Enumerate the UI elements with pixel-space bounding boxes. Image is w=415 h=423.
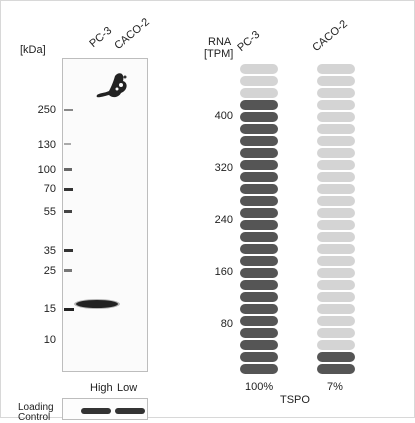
gene-label: TSPO <box>280 394 310 406</box>
rna-tick-80: 80 <box>220 318 233 330</box>
rna-pill <box>240 172 278 182</box>
rna-pill <box>317 268 355 278</box>
band-caco2-high-mw <box>96 73 127 98</box>
rna-pill <box>317 64 355 74</box>
ladder-tick-15 <box>64 308 74 311</box>
rna-pill <box>240 364 278 374</box>
rna-pill <box>240 112 278 122</box>
rna-pill <box>317 304 355 314</box>
rna-pill <box>317 352 355 362</box>
rna-pill <box>240 280 278 290</box>
rna-pill <box>317 160 355 170</box>
rna-unit: [TPM] <box>204 48 234 60</box>
rna-percent-caco2: 7% <box>327 381 343 393</box>
rna-percent-pc3: 100% <box>245 381 274 393</box>
marker-70: 70 <box>43 183 56 195</box>
rna-pill <box>317 244 355 254</box>
rna-pill <box>240 88 278 98</box>
rna-pill <box>317 88 355 98</box>
rna-pill <box>317 256 355 266</box>
rna-pill <box>317 220 355 230</box>
rna-pill <box>240 148 278 158</box>
marker-250: 250 <box>37 104 56 116</box>
high-label: High <box>90 382 113 394</box>
rna-pill <box>240 208 278 218</box>
ladder-tick-35 <box>64 249 73 252</box>
loading-band-caco2 <box>115 408 145 414</box>
marker-100: 100 <box>37 164 56 176</box>
rna-pill <box>240 340 278 350</box>
rna-pill <box>317 76 355 86</box>
rna-tick-240: 240 <box>214 214 233 226</box>
rna-pill <box>317 328 355 338</box>
rna-column-caco2 <box>317 64 355 376</box>
rna-pill <box>240 124 278 134</box>
ladder-tick-130 <box>64 143 71 145</box>
marker-130: 130 <box>37 139 56 151</box>
rna-pill <box>317 316 355 326</box>
rna-tick-320: 320 <box>214 162 233 174</box>
rna-tick-160: 160 <box>214 266 233 278</box>
kda-label: [kDa] <box>20 44 46 56</box>
rna-pill <box>240 184 278 194</box>
rna-tick-400: 400 <box>214 110 233 122</box>
rna-pill <box>240 160 278 170</box>
rna-pill <box>240 292 278 302</box>
rna-pill <box>240 232 278 242</box>
loading-control-label: Loading Control <box>18 402 54 423</box>
marker-15: 15 <box>43 303 56 315</box>
rna-pill <box>240 100 278 110</box>
band-pc3-15kda <box>76 300 118 308</box>
rna-pill <box>240 304 278 314</box>
rna-pill <box>317 292 355 302</box>
marker-35: 35 <box>43 245 56 257</box>
rna-pill <box>317 340 355 350</box>
ladder-tick-250 <box>64 109 73 111</box>
rna-pill <box>317 148 355 158</box>
rna-pill <box>317 232 355 242</box>
loading-band-pc3 <box>81 408 111 414</box>
rna-pill <box>317 136 355 146</box>
loading-control-blot <box>62 398 148 420</box>
rna-pill <box>240 136 278 146</box>
rna-pill <box>317 184 355 194</box>
western-blot-image <box>62 58 148 372</box>
rna-column-pc3 <box>240 64 278 376</box>
rna-title: RNA <box>208 36 232 48</box>
ladder-tick-70 <box>64 188 73 191</box>
marker-55: 55 <box>43 206 56 218</box>
rna-pill <box>317 124 355 134</box>
ladder-tick-100 <box>64 168 72 171</box>
low-label: Low <box>117 382 138 394</box>
marker-10: 10 <box>43 334 56 346</box>
rna-pill <box>317 364 355 374</box>
rna-pill <box>240 196 278 206</box>
rna-pill <box>240 76 278 86</box>
rna-pill <box>240 64 278 74</box>
rna-pill <box>317 100 355 110</box>
rna-pill <box>317 280 355 290</box>
rna-pill <box>240 352 278 362</box>
rna-pill <box>240 328 278 338</box>
rna-pill <box>240 268 278 278</box>
rna-pill <box>240 256 278 266</box>
ladder-tick-25 <box>64 269 72 272</box>
ladder-tick-55 <box>64 210 72 213</box>
rna-pill <box>317 112 355 122</box>
rna-pill <box>317 196 355 206</box>
rna-pill <box>240 244 278 254</box>
rna-pill <box>317 208 355 218</box>
blot-bands <box>64 73 127 311</box>
rna-pill <box>240 220 278 230</box>
rna-pill <box>317 172 355 182</box>
marker-25: 25 <box>43 265 56 277</box>
rna-pill <box>240 316 278 326</box>
